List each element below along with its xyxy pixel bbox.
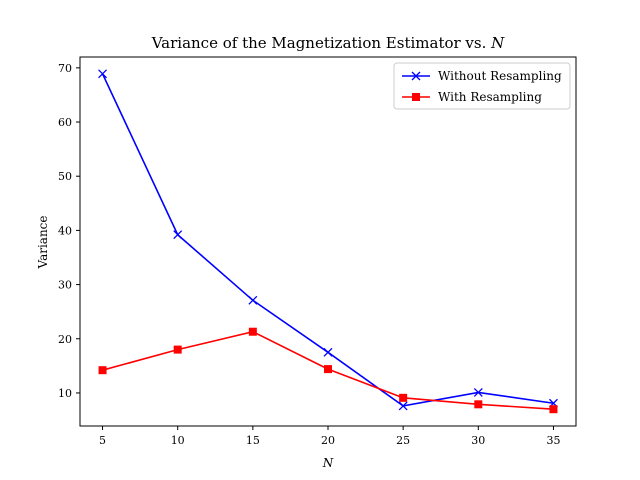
x-tick-label: 10	[171, 434, 185, 447]
legend-marker	[411, 71, 421, 81]
data-point	[549, 405, 558, 414]
x-tick-label: 35	[546, 434, 560, 447]
legend-item: Without Resampling	[402, 69, 562, 83]
legend-label: With Resampling	[438, 90, 542, 104]
x-tick-label: 20	[321, 434, 335, 447]
series-without-resampling	[98, 69, 558, 411]
y-axis: 10 20 30 40 50 60 70	[58, 62, 80, 400]
data-point	[173, 345, 182, 354]
y-tick-label: 20	[58, 333, 72, 346]
series-layer	[98, 69, 558, 414]
data-point	[248, 327, 257, 336]
x-tick-label: 5	[99, 434, 106, 447]
data-point	[324, 365, 332, 374]
data-point	[98, 69, 108, 79]
x-tick-label: 15	[246, 434, 260, 447]
y-tick-label: 70	[58, 62, 72, 75]
y-tick-label: 60	[58, 116, 72, 129]
series-with-resampling	[98, 327, 558, 414]
legend: Without Resampling With Resampling	[393, 62, 571, 110]
data-point	[398, 401, 408, 411]
y-axis-label: Variance	[36, 216, 50, 270]
legend-box	[393, 62, 571, 110]
data-point	[248, 295, 258, 305]
y-tick-label: 50	[58, 170, 72, 183]
legend-label: Without Resampling	[438, 69, 562, 83]
data-point	[323, 347, 333, 357]
x-axis: 5 10 15 20 25 30 35	[99, 426, 560, 447]
x-tick-label: 30	[471, 434, 485, 447]
legend-marker	[412, 93, 420, 101]
x-tick-label: 25	[396, 434, 410, 447]
y-tick-label: 10	[58, 387, 72, 400]
data-point	[98, 366, 107, 375]
chart-title: Variance of the Magnetization Estimator …	[151, 34, 505, 52]
y-tick-label: 30	[58, 279, 72, 292]
data-point	[399, 393, 408, 402]
legend-item: With Resampling	[402, 90, 542, 104]
data-point	[474, 400, 483, 409]
x-axis-label: N	[322, 456, 334, 470]
y-tick-label: 40	[58, 224, 72, 237]
data-point	[473, 387, 483, 397]
data-point	[173, 230, 183, 240]
